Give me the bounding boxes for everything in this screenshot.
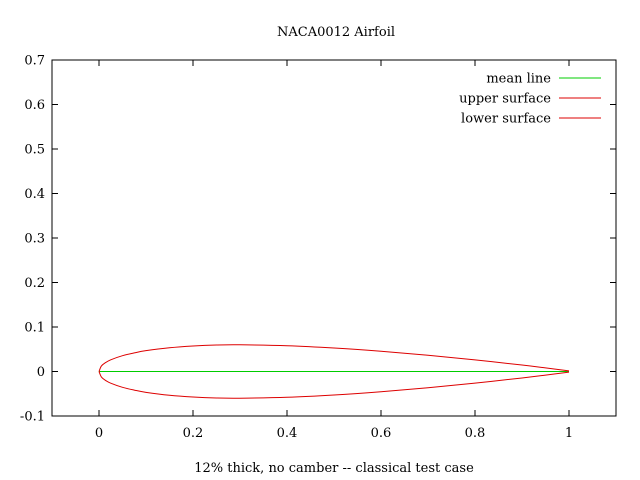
chart-title: NACA0012 Airfoil [277, 25, 395, 40]
y-tick-label: -0.1 [20, 410, 45, 425]
x-tick-label: 0.6 [371, 426, 392, 441]
x-tick-label: 0.8 [465, 426, 486, 441]
axis-ticks: 0 0.2 0.4 0.6 0.8 1 -0.1 0 0.1 0.2 0.3 0.4 0.5 0.6 0.7 [20, 54, 616, 441]
plot-area [98, 344, 570, 399]
x-tick-label: 0 [95, 426, 103, 441]
y-tick-label: 0.3 [24, 232, 45, 247]
legend-label: mean line [486, 72, 551, 87]
legend-label: lower surface [461, 112, 551, 127]
x-tick-label: 0.4 [277, 426, 298, 441]
series-line-lower-surface [98, 371, 570, 399]
x-tick-label: 0.2 [183, 426, 204, 441]
x-axis-label: 12% thick, no camber -- classical test c… [194, 461, 474, 476]
y-tick-label: 0.7 [24, 54, 45, 69]
plot-frame [51, 59, 617, 417]
y-tick-label: 0.6 [24, 98, 45, 113]
y-tick-label: 0.5 [24, 143, 45, 158]
y-tick-label: 0.2 [24, 276, 45, 291]
y-tick-label: 0.4 [24, 187, 45, 202]
y-tick-label: 0.1 [24, 321, 45, 336]
y-tick-label: 0 [37, 365, 45, 380]
x-tick-label: 1 [565, 426, 573, 441]
legend: mean line upper surface lower surface [459, 72, 601, 127]
legend-label: upper surface [459, 92, 551, 107]
series-line-upper-surface [98, 344, 570, 372]
